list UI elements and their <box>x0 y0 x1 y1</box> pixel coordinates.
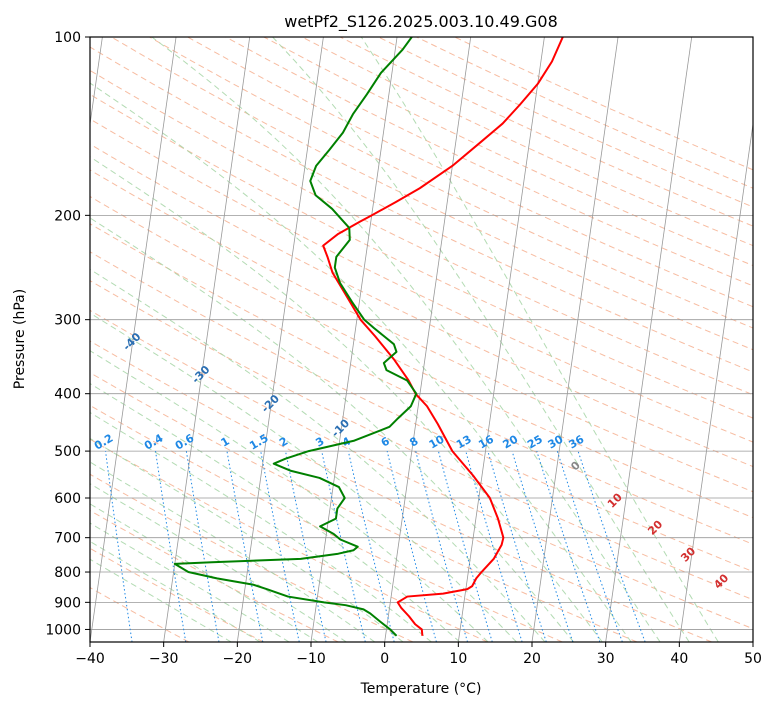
moist-adiabat-line <box>90 540 261 642</box>
dry-adiabat-line <box>90 195 753 519</box>
dry-adiabat-line <box>90 93 753 419</box>
y-tick-label: 100 <box>54 30 81 46</box>
dry-adiabat-line <box>90 309 753 630</box>
isotherm-line <box>531 37 619 642</box>
x-tick-label: −10 <box>296 651 326 667</box>
x-tick-label: 30 <box>597 651 615 667</box>
moist-adiabat-line <box>360 37 719 642</box>
mixing-ratio-line <box>511 450 574 642</box>
moist-adiabat-line <box>90 82 632 642</box>
moist-adiabat-line <box>90 437 404 642</box>
dry-adiabat-line <box>90 143 753 468</box>
y-tick-label: 300 <box>54 313 81 329</box>
x-axis-title: Temperature (°C) <box>360 681 482 697</box>
dry-adiabat-line <box>90 340 712 642</box>
moist-adiabat-line <box>272 37 690 642</box>
isotherm-line <box>384 37 472 642</box>
mixing-ratio-line <box>536 450 601 642</box>
y-axis-title: Pressure (hPa) <box>12 289 28 389</box>
moist-adiabat-line <box>90 483 347 642</box>
chart-title: wetPf2_S126.2025.003.10.49.G08 <box>284 12 558 32</box>
isotherm-line <box>163 37 251 642</box>
dry-adiabat-line <box>90 404 563 642</box>
y-tick-label: 1000 <box>45 622 81 638</box>
moist-adiabat-line <box>90 350 489 642</box>
isobar-grid <box>90 37 753 630</box>
y-tick-label: 800 <box>54 565 81 581</box>
temperature-trace <box>322 37 564 636</box>
dry-adiabat-line <box>90 69 753 396</box>
dry-adiabat-line <box>90 280 753 601</box>
moist-adiabat-line <box>90 558 232 642</box>
x-tick-label: 40 <box>670 651 688 667</box>
y-tick-label: 200 <box>54 208 81 224</box>
plot-area: 0.10.20.40.611.52346810131620253036-100-… <box>90 37 753 642</box>
dry-adiabat-line <box>149 37 753 329</box>
dry-adiabat-line <box>90 547 264 642</box>
sounding-traces <box>173 37 564 637</box>
x-tick-label: 20 <box>523 651 541 667</box>
dry-adiabat-line <box>90 223 753 545</box>
y-tick-label: 500 <box>54 444 81 460</box>
mixing-ratio-line <box>487 450 547 642</box>
isotherm-line <box>678 121 753 642</box>
x-tick-label: −40 <box>75 651 105 667</box>
dry-adiabat-line <box>90 169 753 493</box>
isotherm-line <box>457 37 545 642</box>
moist-adiabat-line <box>90 522 290 642</box>
x-tick-label: −30 <box>149 651 179 667</box>
mixing-ratio-line <box>465 450 523 642</box>
isotherm-line <box>236 37 324 642</box>
isotherm-grid <box>90 37 753 642</box>
mixing-ratio-line <box>285 451 327 642</box>
mixing-ratio-line <box>386 450 437 642</box>
moist-adiabat-line <box>90 156 603 642</box>
mixing-ratio-line <box>260 451 300 642</box>
y-tick-label: 700 <box>54 531 81 547</box>
plot-frame <box>89 36 754 643</box>
moist-adiabat-line <box>151 37 661 642</box>
y-tick-label: 400 <box>54 387 81 403</box>
y-tick-label: 600 <box>54 491 81 507</box>
mixing-ratio-line <box>155 451 187 642</box>
mixing-ratio-line <box>347 450 395 642</box>
mixing-ratio-line <box>321 450 366 642</box>
isotherm-line <box>90 37 177 642</box>
x-tick-label: 50 <box>744 651 762 667</box>
mixing-ratio-line <box>105 451 133 642</box>
dewpoint-trace <box>173 37 418 637</box>
mixing-ratio-line <box>415 450 468 642</box>
mixing-ratio-line <box>556 450 623 642</box>
moist-adiabat-line <box>90 217 575 642</box>
x-tick-label: −20 <box>223 651 253 667</box>
mixing-ratio-lines <box>105 450 646 642</box>
moist-adiabat-line <box>90 382 461 642</box>
mixing-ratio-line <box>577 450 646 642</box>
dry-adiabat-line <box>90 510 339 642</box>
y-tick-label: 900 <box>54 595 81 611</box>
x-tick-label: 10 <box>449 651 467 667</box>
isotherm-line <box>605 37 693 642</box>
x-axis-ticks: −40 −30 −20 −10 0 10 20 30 40 50 <box>75 642 762 667</box>
y-axis-ticks: 100 200 300 400 500 600 700 800 900 1000 <box>45 30 90 638</box>
isotherm-line <box>310 37 398 642</box>
mixing-ratio-line <box>437 450 493 642</box>
x-tick-label: 0 <box>380 651 389 667</box>
